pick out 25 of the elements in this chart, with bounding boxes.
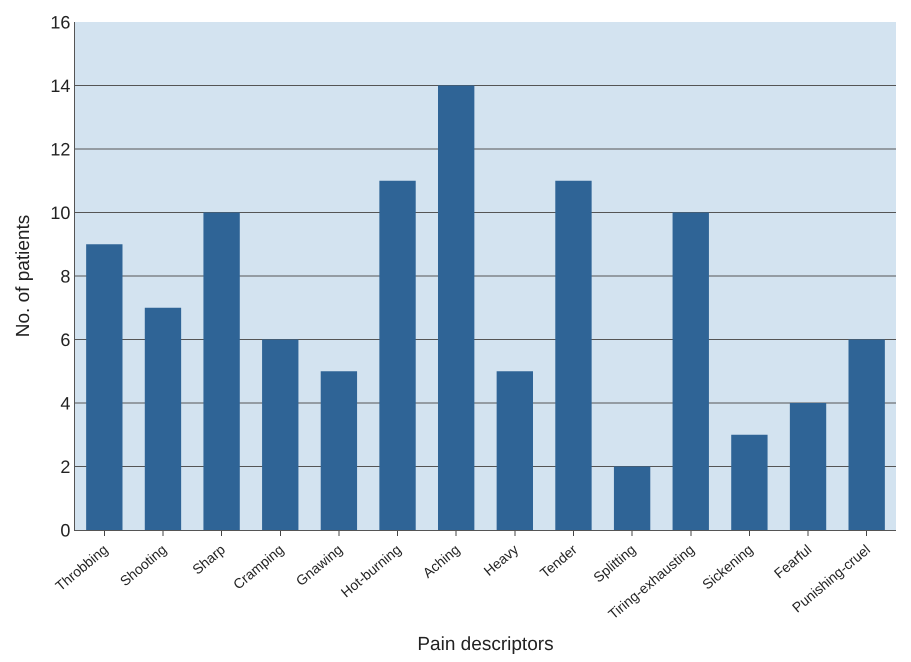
y-tick-label: 14 bbox=[50, 76, 70, 96]
y-tick-label: 10 bbox=[50, 202, 70, 223]
bar bbox=[438, 86, 474, 530]
y-tick-label: 8 bbox=[60, 266, 70, 286]
bar bbox=[320, 371, 358, 530]
bar bbox=[203, 212, 240, 530]
bar bbox=[144, 308, 182, 530]
y-tick-label: 12 bbox=[50, 139, 70, 160]
bar bbox=[262, 340, 298, 530]
y-axis-title: No. of patients bbox=[13, 214, 34, 338]
bar bbox=[731, 434, 768, 530]
bar bbox=[555, 180, 592, 530]
bar bbox=[672, 212, 709, 530]
y-tick-label: 6 bbox=[60, 330, 70, 350]
bar bbox=[496, 371, 533, 530]
y-tick-label: 2 bbox=[60, 456, 70, 477]
bar bbox=[848, 340, 885, 530]
bar bbox=[790, 403, 826, 530]
y-tick-label: 0 bbox=[60, 520, 70, 540]
bar bbox=[379, 180, 416, 530]
y-tick-label: 4 bbox=[60, 393, 70, 414]
bar bbox=[86, 244, 122, 530]
x-axis-title: Pain descriptors bbox=[417, 634, 554, 655]
bar bbox=[614, 466, 650, 530]
y-tick-label: 16 bbox=[50, 12, 70, 32]
